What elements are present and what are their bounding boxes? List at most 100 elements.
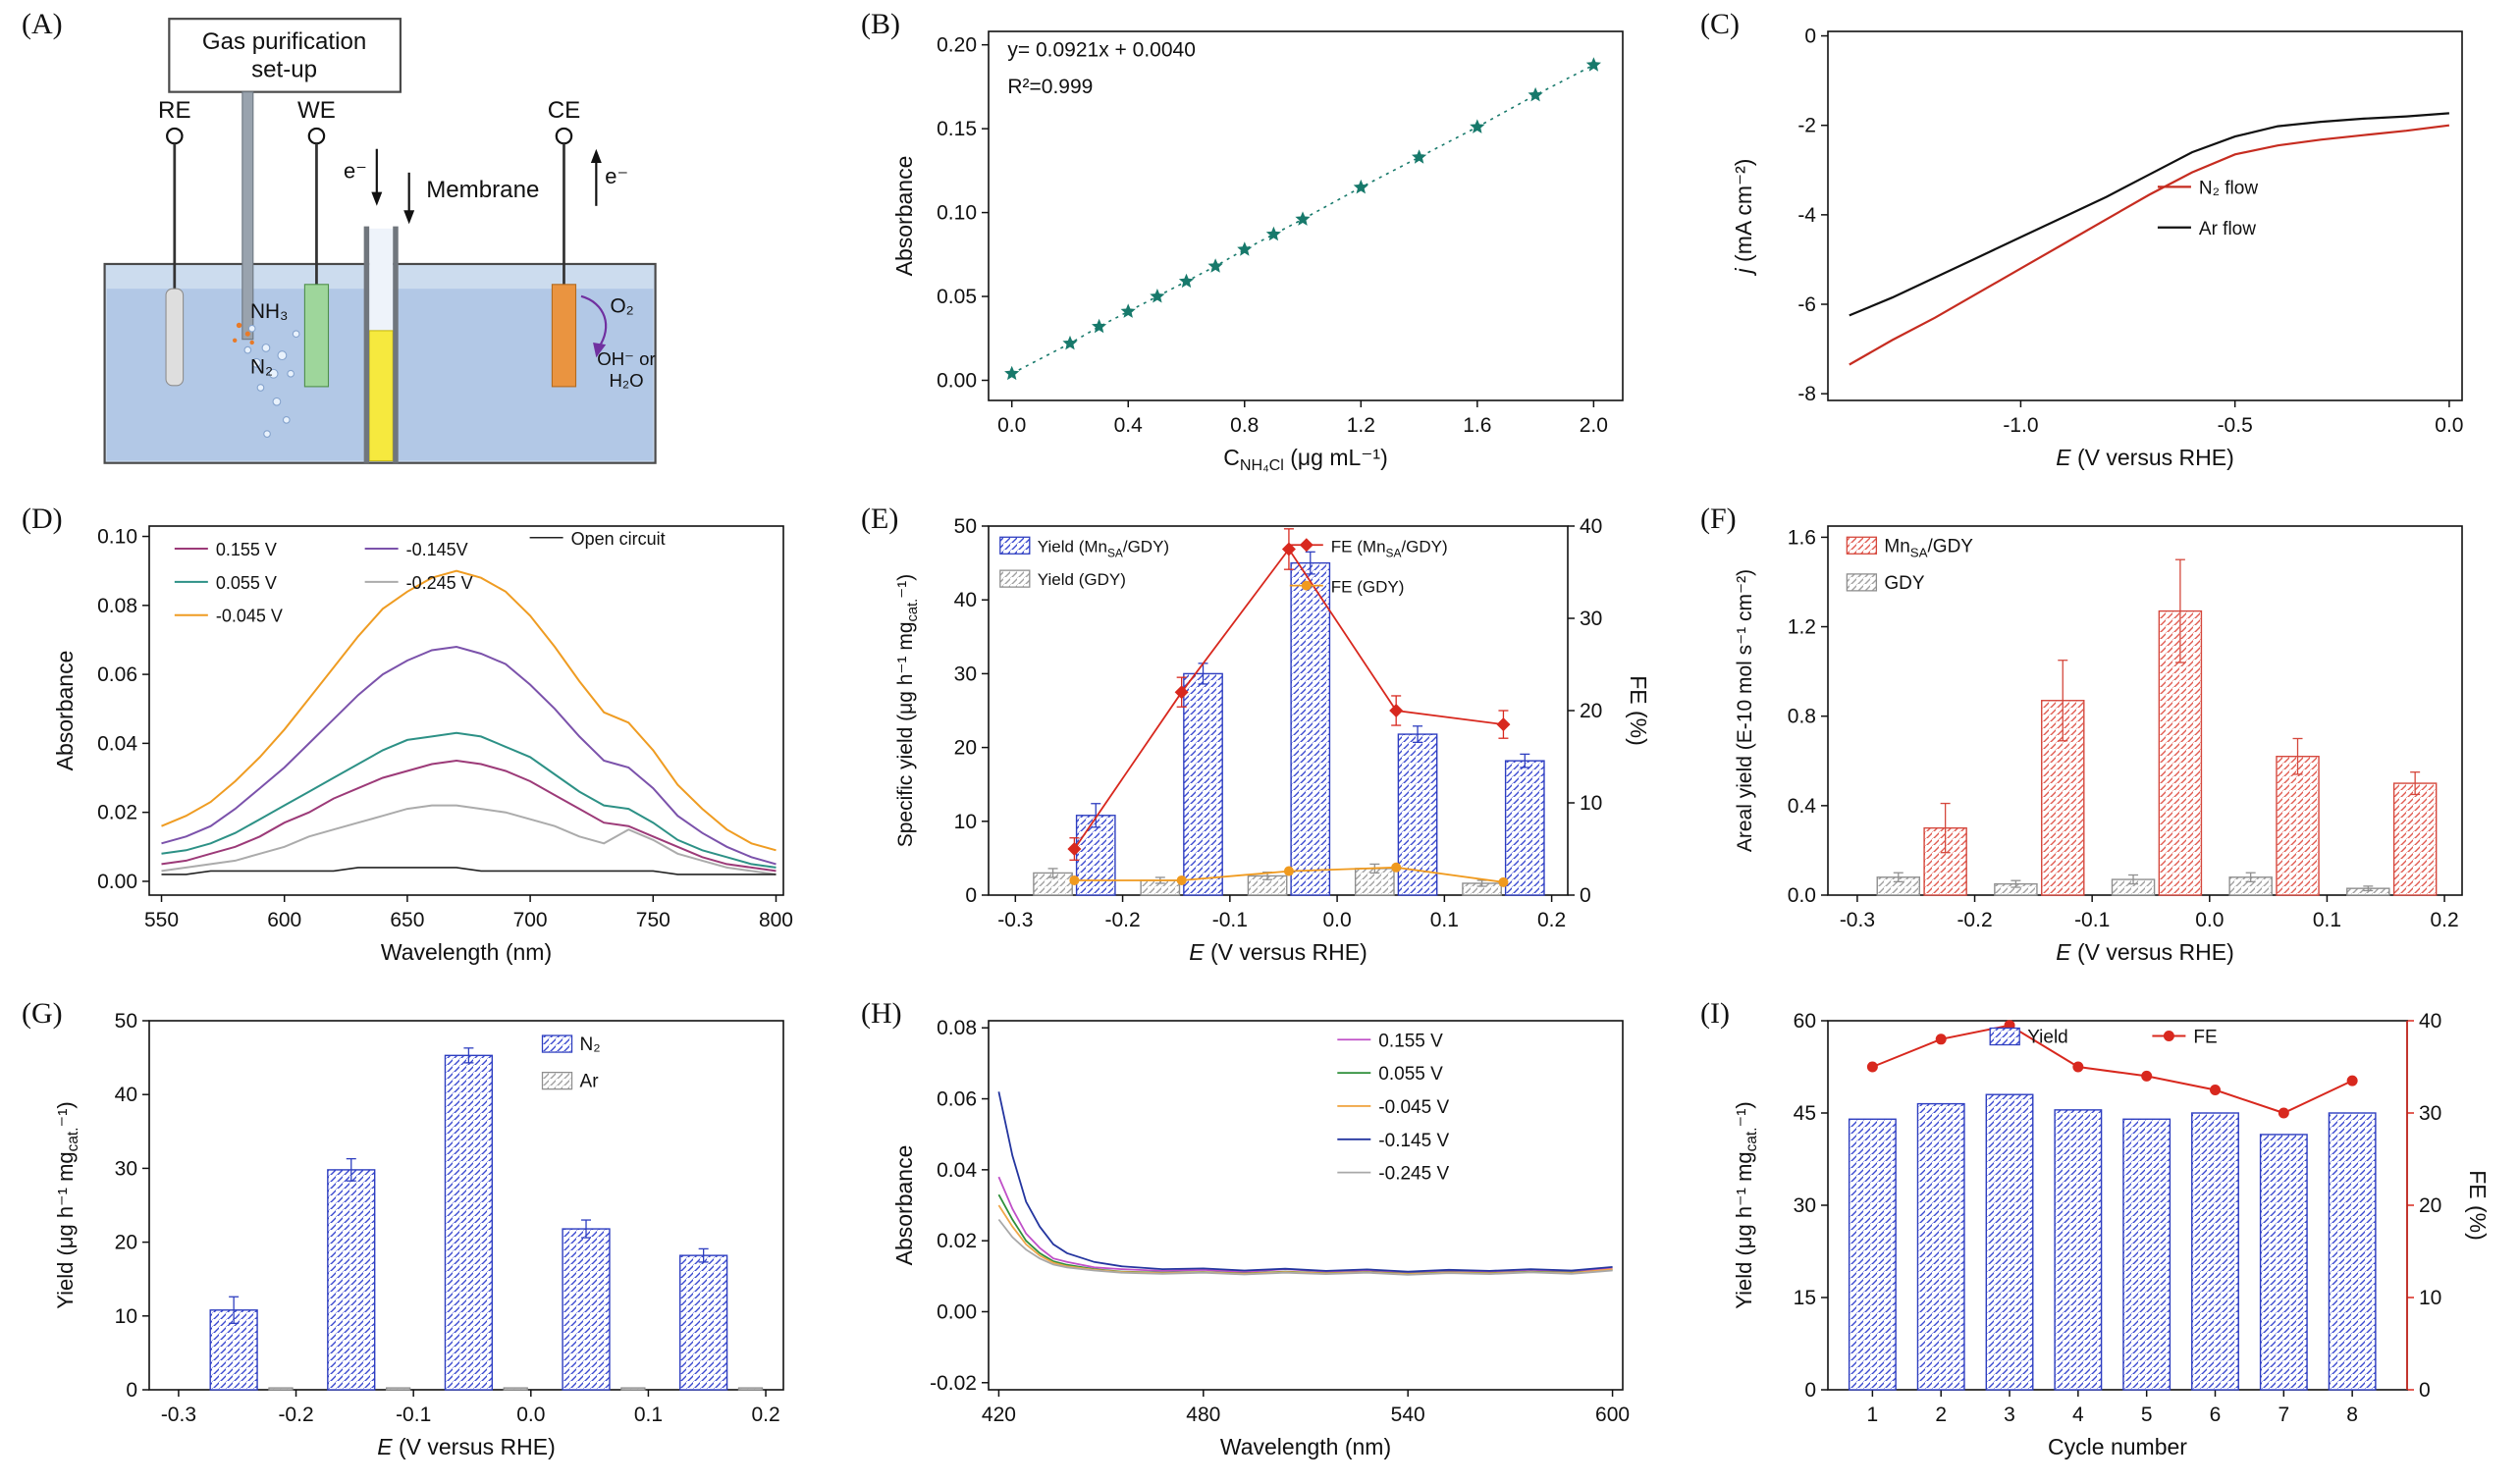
svg-text:0.0: 0.0 [997,414,1026,437]
legend-item: 0.055 V [174,573,277,593]
svg-text:Ar flow: Ar flow [2199,219,2256,239]
panel-I: (I) 1 2 3 4 5 6 7 8 0 15 30 45 60 0 10 20 30 40 Cycle numb… [1679,989,2518,1484]
gas-bubbles [243,324,300,438]
panel-F: (F) -0.3 -0.2 -0.1 0.0 0.1 0.2 0.0 0.4 0.8 1.2 1.6… [1679,495,2518,989]
series-0-055-V [997,1193,1613,1275]
svg-text:0.2: 0.2 [2430,909,2458,931]
chart-F-areal-yield: -0.3 -0.2 -0.1 0.0 0.1 0.2 0.0 0.4 0.8 1.2 1.6 E (V… [1726,508,2492,974]
svg-text:8: 8 [2346,1404,2358,1426]
series-FE-Mn-SA-GDY- [1067,528,1511,861]
svg-text:-0.145 V: -0.145 V [1378,1131,1449,1151]
svg-text:0.0: 0.0 [1322,909,1351,931]
series-0-155-V [161,759,777,873]
svg-text:480: 480 [1186,1404,1220,1426]
legend-item: N₂ [541,1034,601,1055]
gas-box-label-line1: Gas purification [202,28,366,55]
series-FE [1866,1020,2358,1119]
electrochemical-cell-schematic: Gas purification set-up RE WE CE e⁻ e⁻ [103,18,657,464]
svg-text:2: 2 [1935,1404,1947,1426]
svg-text:30: 30 [954,662,977,685]
svg-text:30: 30 [1580,608,1602,630]
legend-item: -0.045 V [174,607,283,626]
we-terminal [307,127,326,145]
chart-svg-E: -0.3 -0.2 -0.1 0.0 0.1 0.2 0 10 20 30 40 50 0 10 20 30 4… [894,515,1651,965]
y-axis-label: j (mA cm⁻²) [1731,159,1756,277]
svg-text:0.0: 0.0 [1788,884,1816,907]
ce-terminal [555,127,573,145]
svg-text:420: 420 [982,1404,1016,1426]
panel-A: (A) Gas purification set-up RE WE [0,0,839,495]
panel-label-I: (I) [1700,997,1730,1030]
nh3-dots [232,322,254,345]
svg-text:0.055 V: 0.055 V [1378,1064,1443,1085]
y-axis-label: Absorbance [52,651,78,771]
svg-text:1: 1 [1867,1404,1879,1426]
legend-item: Open circuit [529,529,666,549]
x-axis-label: E (V versus RHE) [2056,939,2233,965]
svg-text:-0.3: -0.3 [1840,909,1875,931]
y-axis-label: Yield (μg h⁻¹ mgcat.⁻¹) [53,1101,81,1309]
legend-item: FE (MnSA/GDY) [1289,537,1448,559]
svg-text:0.04: 0.04 [937,1159,977,1182]
svg-text:-0.02: -0.02 [930,1372,977,1395]
x-axis-label: E (V versus RHE) [1189,939,1367,965]
svg-text:Open circuit: Open circuit [571,529,666,549]
svg-text:20: 20 [2419,1194,2441,1217]
svg-text:0.0: 0.0 [2195,909,2224,931]
svg-text:700: 700 [513,909,548,931]
svg-text:GDY: GDY [1884,573,1925,594]
axes: 0.0 0.4 0.8 1.2 1.6 2.0 0.00 0.05 0.10 0.15 0.20 CN… [891,30,1624,474]
chart-I-cycling: 1 2 3 4 5 6 7 8 0 15 30 45 60 0 10 20 30 40 Cycle number Yi… [1726,1003,2492,1468]
svg-text:-0.3: -0.3 [161,1404,196,1426]
svg-text:0.02: 0.02 [937,1230,977,1252]
svg-text:5: 5 [2141,1404,2153,1426]
panel-B: (B) 0.0 0.4 0.8 1.2 1.6 2.0 0.00 0.05 0.10 0.15 0.… [839,0,1679,495]
svg-text:20: 20 [954,737,977,760]
svg-text:10: 10 [2419,1287,2441,1309]
svg-text:-0.5: -0.5 [2218,414,2253,437]
svg-text:Yield (MnSA/GDY): Yield (MnSA/GDY) [1038,537,1169,559]
svg-text:20: 20 [1580,700,1602,722]
x-axis-label: Cycle number [2048,1434,2187,1459]
svg-text:10: 10 [954,811,977,833]
panel-label-E: (E) [861,503,899,535]
legend-item: -0.045 V [1337,1097,1449,1118]
chart-svg-G: -0.3 -0.2 -0.1 0.0 0.1 0.2 0 10 20 30 40 50 E (V ver… [53,1010,784,1459]
svg-text:6: 6 [2210,1404,2222,1426]
svg-text:-8: -8 [1797,383,1816,405]
series--0-245-V [997,1218,1613,1276]
svg-text:0.4: 0.4 [1114,414,1144,437]
oh-label-line2: H₂O [609,370,643,391]
svg-text:600: 600 [267,909,301,931]
svg-text:-1.0: -1.0 [2003,414,2038,437]
svg-text:0.0: 0.0 [2435,414,2463,437]
svg-text:0.4: 0.4 [1788,795,1817,818]
legend-item: FE (GDY) [1289,578,1404,597]
svg-text:0.20: 0.20 [937,34,977,57]
series--0-145-V [997,1091,1613,1273]
o2-reaction-arrow-head [593,342,607,358]
legend-item: 0.155 V [174,540,277,559]
svg-text:1.6: 1.6 [1788,526,1816,549]
svg-text:50: 50 [115,1010,137,1033]
re-label: RE [158,97,190,124]
svg-text:0.08: 0.08 [97,595,137,617]
oh-label-line1: OH⁻ or [597,348,655,369]
svg-text:FE (MnSA/GDY): FE (MnSA/GDY) [1331,537,1448,559]
series-Yield-GDY- [1033,863,1502,896]
svg-text:30: 30 [1794,1194,1816,1217]
svg-text:650: 650 [390,909,424,931]
series-0-155-V [997,1176,1613,1274]
svg-text:0.15: 0.15 [937,118,977,140]
svg-text:-0.2: -0.2 [1957,909,1992,931]
svg-text:50: 50 [954,515,977,538]
membrane-label: Membrane [426,177,539,203]
legend-item: FE [2152,1028,2218,1048]
panel-label-F: (F) [1700,503,1737,535]
axes: 420 480 540 600 -0.02 0.00 0.02 0.04 0.06 0.08 Wav… [891,1017,1630,1459]
axes: -0.3 -0.2 -0.1 0.0 0.1 0.2 0 10 20 30 40 50 0 10 20 30 4… [894,515,1651,965]
legend-item: N₂ flow [2157,178,2258,198]
electron-label-we: e⁻ [344,158,367,183]
svg-text:10: 10 [115,1305,137,1328]
